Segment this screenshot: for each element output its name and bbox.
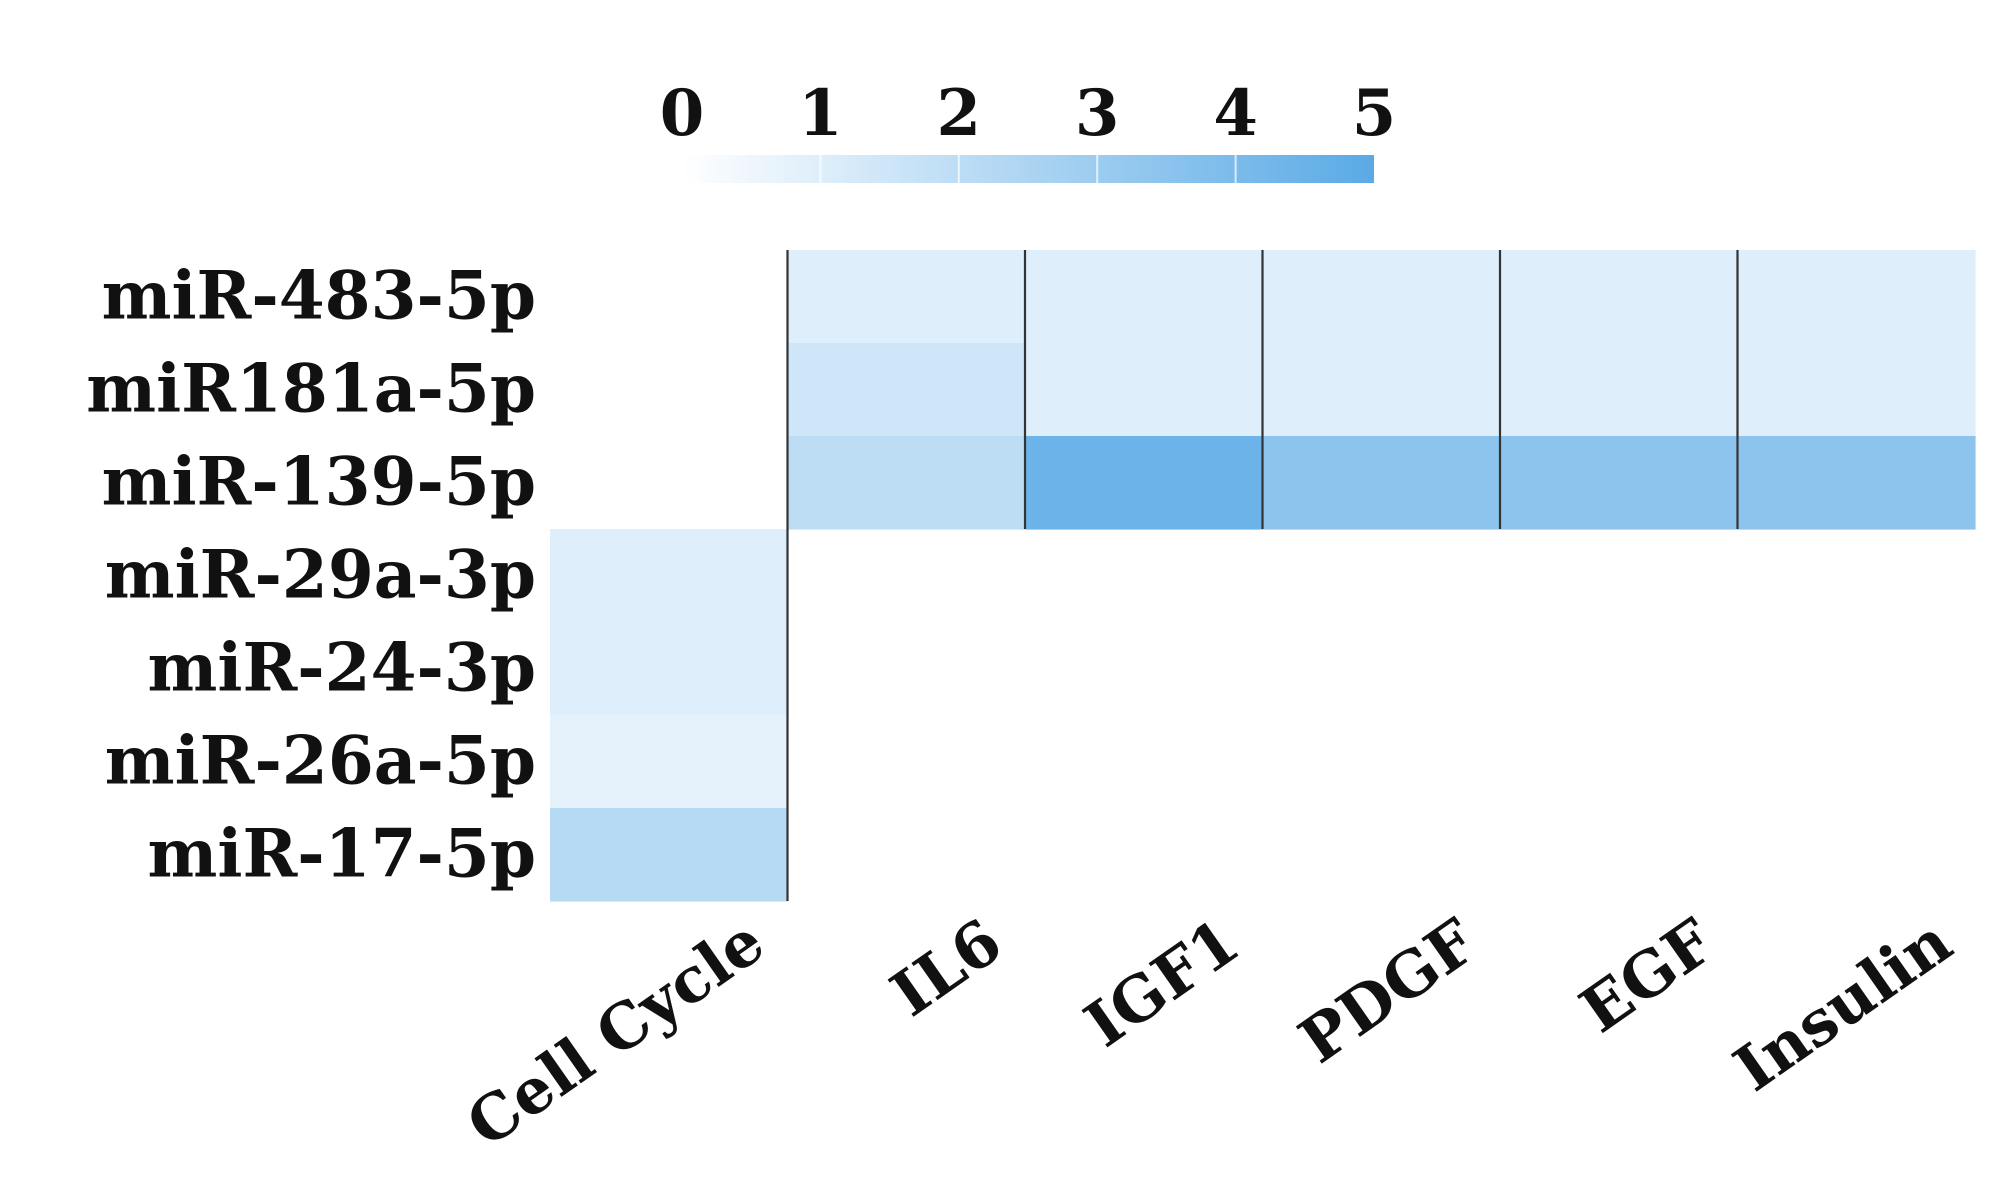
heatmap-cell [1025,250,1264,344]
heatmap-cell [1737,343,1976,437]
scale-tick-label: 1 [798,76,843,151]
scale-tick-label: 2 [937,76,982,151]
heatmap-cell [1262,343,1501,437]
row-label: miR-17-5p [148,815,536,893]
heatmap-cell [1737,250,1976,344]
heatmap-cell [1737,436,1976,530]
column-label: Insulin [1721,904,1965,1105]
heatmap-cell [787,436,1026,530]
heatmap-cell [1262,250,1501,344]
heatmap-cell [1262,436,1501,530]
heatmap-cells [550,250,1976,902]
color-scale-dividers [819,155,1237,183]
color-scale-legend: 0 1 2 3 4 5 [660,76,1397,183]
heatmap-cell [1500,250,1739,344]
column-label: PDGF [1286,904,1490,1077]
heatmap-cell [550,715,789,809]
heatmap-cell [550,808,789,902]
column-label: IGF1 [1072,904,1252,1061]
column-label: EGF [1567,904,1727,1047]
scale-tick-label: 5 [1352,76,1397,151]
heatmap-cell [1500,436,1739,530]
scale-tick-label: 4 [1213,76,1258,151]
color-scale-tick-labels: 0 1 2 3 4 5 [660,76,1397,151]
heatmap-cell [787,250,1026,344]
color-scale-bar [682,155,1374,183]
scale-tick-label: 0 [660,76,705,151]
row-labels: miR-483-5p miR181a-5p miR-139-5p miR-29a-3p… [86,257,536,893]
row-label: miR-483-5p [102,257,536,335]
scale-tick-label: 3 [1075,76,1120,151]
column-label: Cell Cycle [454,904,777,1161]
row-label: miR-139-5p [102,443,536,521]
row-label: miR-26a-5p [105,722,536,800]
heatmap-cell [550,529,789,623]
heatmap-cell [1025,436,1264,530]
heatmap-cell [1025,343,1264,437]
row-label: miR-24-3p [148,629,536,707]
row-label: miR181a-5p [86,350,536,428]
row-label: miR-29a-3p [105,536,536,614]
column-label: IL6 [878,904,1015,1030]
heatmap-cell [787,343,1026,437]
heatmap-cell [1500,343,1739,437]
column-separators [786,250,1739,901]
heatmap-cell [550,622,789,716]
